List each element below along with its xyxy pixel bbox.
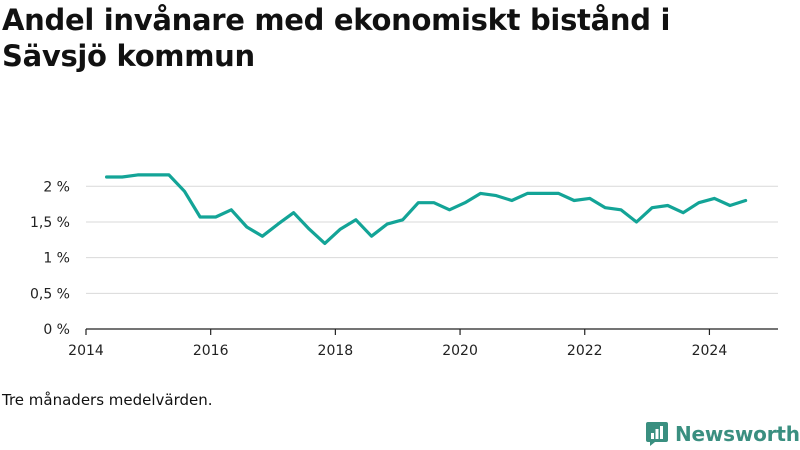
newsworthy-brand[interactable]: Newsworthy bbox=[645, 420, 800, 448]
y-tick-label: 2 % bbox=[43, 179, 70, 195]
newsworthy-logo-icon bbox=[646, 422, 668, 446]
y-tick-label: 1 % bbox=[43, 251, 70, 267]
series-group bbox=[104, 173, 748, 245]
series-line bbox=[104, 173, 748, 245]
x-tick-label: 2016 bbox=[193, 343, 229, 359]
x-axis bbox=[85, 328, 778, 335]
y-tick-label: 0,5 % bbox=[30, 286, 70, 302]
chart-title: Andel invånare med ekonomiskt bistånd i … bbox=[2, 3, 671, 73]
x-axis-tick-labels: 2014 2016 2018 2020 2022 2024 bbox=[68, 343, 727, 359]
x-tick-label: 2018 bbox=[318, 343, 354, 359]
brand-name: Newsworthy bbox=[675, 422, 800, 446]
y-tick-label: 0 % bbox=[43, 322, 70, 338]
x-tick-label: 2022 bbox=[567, 343, 603, 359]
x-tick-label: 2024 bbox=[692, 343, 728, 359]
grid-lines bbox=[86, 185, 778, 294]
x-tick-label: 2014 bbox=[68, 343, 104, 359]
x-tick-label: 2020 bbox=[442, 343, 478, 359]
y-axis-tick-labels: 0 % 0,5 % 1 % 1,5 % 2 % bbox=[30, 179, 70, 338]
y-tick-label: 1,5 % bbox=[30, 215, 70, 231]
chart-note: Tre månaders medelvärden. bbox=[2, 391, 213, 409]
